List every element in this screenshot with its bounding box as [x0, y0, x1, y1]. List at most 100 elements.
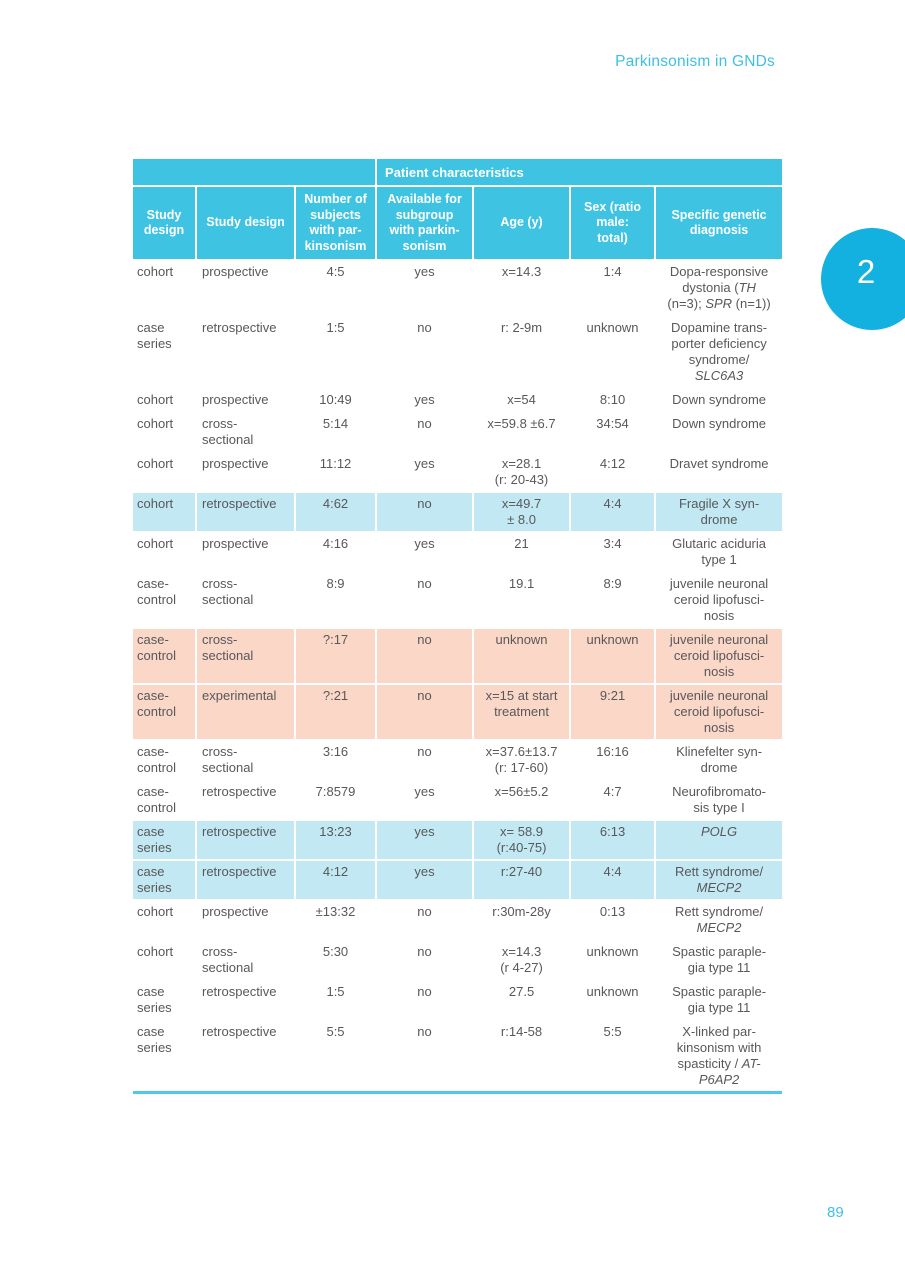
table-cell: prospective — [195, 259, 296, 317]
table-cell: no — [375, 627, 475, 685]
table-cell: 13:23 — [293, 819, 378, 861]
table-cell: Glutaric aciduria type 1 — [654, 531, 783, 573]
table-row: case series retrospective 4:12 yes r:27-40 4:4… — [133, 859, 783, 901]
table-cell: no — [375, 979, 475, 1021]
span-header-empty — [133, 159, 378, 187]
table-cell: case series — [133, 979, 197, 1021]
table-cell: case series — [133, 315, 197, 389]
table-cell: r:30m-28y — [472, 899, 572, 941]
table-cell: x=49.7 ± 8.0 — [472, 491, 572, 533]
table-cell: Down syndrome — [654, 411, 783, 453]
table-cell: 4:12 — [569, 451, 657, 493]
table-cell: ?:17 — [293, 627, 378, 685]
table-cell: x=59.8 ±6.7 — [472, 411, 572, 453]
table-cell: case-control — [133, 627, 197, 685]
table-cell: 4:62 — [293, 491, 378, 533]
table-cell: Down syndrome — [654, 387, 783, 413]
table-row: case-control experimental ?:21 no x=15 at st… — [133, 683, 783, 741]
column-header-2: Study design — [195, 185, 296, 261]
table-cell: 1:5 — [293, 979, 378, 1021]
running-head: Parkinsonism in GNDs — [615, 53, 775, 70]
table-cell: r: 2-9m — [472, 315, 572, 389]
table-cell: x=14.3 (r 4-27) — [472, 939, 572, 981]
table-row: cohort retrospective 4:62 no x=49.7 ± 8.0 4:4 F… — [133, 491, 783, 533]
table-row: case series retrospective 13:23 yes x= 58.9 (r… — [133, 819, 783, 861]
table-cell: 4:7 — [569, 779, 657, 821]
table-row: case series retrospective 5:5 no r:14-58 5:5 X-… — [133, 1019, 783, 1094]
table-cell: 5:30 — [293, 939, 378, 981]
table-row: case-control cross-sectional 3:16 no x=37.6±… — [133, 739, 783, 781]
table-cell: 3:16 — [293, 739, 378, 781]
table-cell: no — [375, 939, 475, 981]
table-cell: 21 — [472, 531, 572, 573]
table-cell: no — [375, 491, 475, 533]
table-cell: cohort — [133, 899, 197, 941]
table-row: case-control cross-sectional ?:17 no unknown… — [133, 627, 783, 685]
table-cell: case series — [133, 1019, 197, 1094]
table-cell: 19.1 — [472, 571, 572, 629]
table-cell: case series — [133, 819, 197, 861]
table-cell: Spastic paraple-gia type 11 — [654, 979, 783, 1021]
table-cell: cohort — [133, 259, 197, 317]
span-header-row: Patient characteristics — [133, 159, 783, 187]
table-cell: prospective — [195, 899, 296, 941]
table-cell: retrospective — [195, 779, 296, 821]
table-cell: 5:5 — [569, 1019, 657, 1094]
table-cell: cohort — [133, 491, 197, 533]
table-cell: 4:5 — [293, 259, 378, 317]
table-cell: 5:5 — [293, 1019, 378, 1094]
table-cell: retrospective — [195, 491, 296, 533]
table-row: case-control retrospective 7:8579 yes x=56±5… — [133, 779, 783, 821]
table-cell: yes — [375, 531, 475, 573]
table-cell: no — [375, 411, 475, 453]
table-cell: no — [375, 571, 475, 629]
table-row: cohort cross-sectional 5:30 no x=14.3 (r 4-27… — [133, 939, 783, 981]
page-number: 89 — [827, 1204, 844, 1221]
table-cell: cohort — [133, 411, 197, 453]
table-cell: Spastic paraple-gia type 11 — [654, 939, 783, 981]
table-cell: ±13:32 — [293, 899, 378, 941]
column-header-3: Number of subjects with par-kinsonism — [293, 185, 378, 261]
table-row: case series retrospective 1:5 no r: 2-9m unkno… — [133, 315, 783, 389]
table-row: cohort prospective 4:5 yes x=14.3 1:4 Dopa-res… — [133, 259, 783, 317]
table-cell: x=14.3 — [472, 259, 572, 317]
table-row: case-control cross-sectional 8:9 no 19.1 8:9 j… — [133, 571, 783, 629]
table-cell: cross-sectional — [195, 939, 296, 981]
table-cell: cohort — [133, 387, 197, 413]
table-cell: yes — [375, 259, 475, 317]
table-cell: cross-sectional — [195, 571, 296, 629]
table-cell: x=56±5.2 — [472, 779, 572, 821]
table-cell: x=37.6±13.7 (r: 17-60) — [472, 739, 572, 781]
column-header-1: Study design — [133, 185, 197, 261]
table-cell: case-control — [133, 571, 197, 629]
table-row: cohort prospective 4:16 yes 21 3:4 Glutaric ac… — [133, 531, 783, 573]
table-cell: unknown — [569, 939, 657, 981]
table-cell: ?:21 — [293, 683, 378, 741]
table-cell: Dopa-responsive dystonia (TH (n=3); SPR (n… — [654, 259, 783, 317]
table-cell: retrospective — [195, 1019, 296, 1094]
table-cell: cross-sectional — [195, 411, 296, 453]
table-cell: 9:21 — [569, 683, 657, 741]
table-cell: yes — [375, 779, 475, 821]
table-cell: 1:5 — [293, 315, 378, 389]
table-cell: cross-sectional — [195, 627, 296, 685]
table-cell: 0:13 — [569, 899, 657, 941]
table-cell: juvenile neuronal ceroid lipofusci-nosis — [654, 627, 783, 685]
table-cell: 6:13 — [569, 819, 657, 861]
table-cell: Dravet syndrome — [654, 451, 783, 493]
table-cell: unknown — [569, 627, 657, 685]
table-cell: 10:49 — [293, 387, 378, 413]
table-cell: Neurofibromato-sis type I — [654, 779, 783, 821]
table-cell: juvenile neuronal ceroid lipofusci-nosis — [654, 683, 783, 741]
table-cell: prospective — [195, 531, 296, 573]
column-header-5: Age (y) — [472, 185, 572, 261]
table-cell: cohort — [133, 451, 197, 493]
table-cell: prospective — [195, 451, 296, 493]
table-row: case series retrospective 1:5 no 27.5 unknown S… — [133, 979, 783, 1021]
chapter-number: 2 — [856, 252, 876, 290]
table-cell: 4:4 — [569, 859, 657, 901]
table-cell: no — [375, 899, 475, 941]
table-cell: no — [375, 683, 475, 741]
table-cell: yes — [375, 387, 475, 413]
table-cell: 8:9 — [569, 571, 657, 629]
